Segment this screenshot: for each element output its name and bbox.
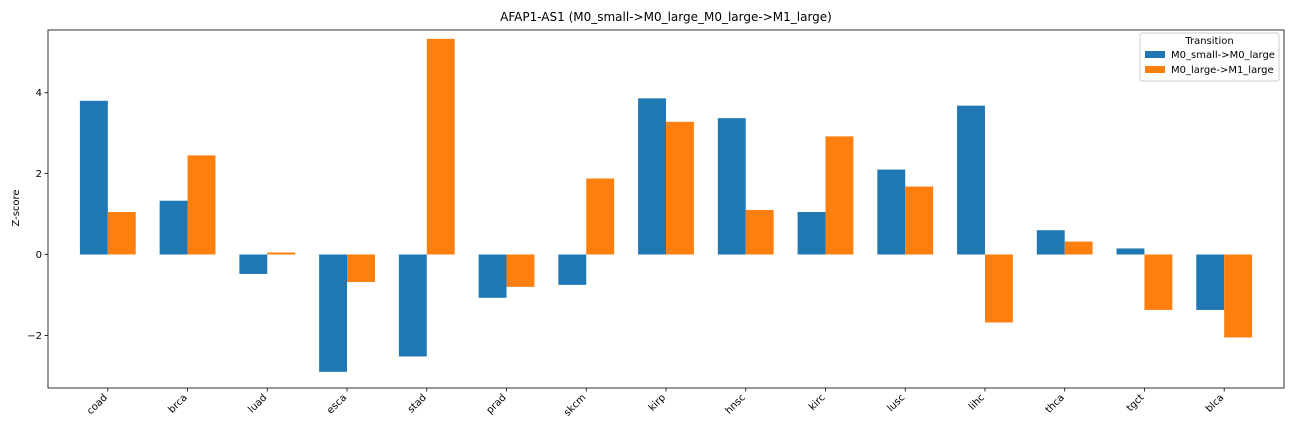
legend-swatch-1 xyxy=(1145,51,1165,58)
bar-brca-series-2 xyxy=(187,155,216,255)
x-tick-label-stad: stad xyxy=(406,392,429,415)
legend-swatch-2 xyxy=(1145,66,1165,73)
legend-label-2: M0_large->M1_large xyxy=(1171,65,1274,76)
bar-prad-series-1 xyxy=(478,254,507,298)
x-tick-label-kirp: kirp xyxy=(647,392,668,413)
x-tick-label-blca: blca xyxy=(1204,392,1226,414)
x-tick-label-skcm: skcm xyxy=(562,392,588,418)
x-tick-label-lihc: lihc xyxy=(967,392,987,412)
x-axis: coad brca luad esca stad prad skcm kirp hnsc kirc… xyxy=(85,388,1226,419)
bar-thca-series-1 xyxy=(1036,230,1065,255)
bar-kirc-series-2 xyxy=(825,136,854,255)
bar-kirc-series-1 xyxy=(797,212,826,255)
legend-title: Transition xyxy=(1184,36,1233,47)
plot-area xyxy=(47,29,1285,389)
x-tick-label-kirc: kirc xyxy=(807,392,827,412)
bar-coad-series-2 xyxy=(107,212,136,255)
bar-kirp-series-2 xyxy=(666,121,694,255)
y-tick-label: 4 xyxy=(36,88,42,99)
x-tick-label-prad: prad xyxy=(485,392,509,416)
x-tick-label-lusc: lusc xyxy=(886,392,908,414)
x-tick-label-coad: coad xyxy=(85,392,110,417)
y-tick-label: −2 xyxy=(27,331,42,342)
bar-tgct-series-2 xyxy=(1144,254,1173,310)
bar-coad-series-1 xyxy=(79,100,108,255)
y-axis: −2 0 2 4 xyxy=(27,88,48,342)
bar-lusc-series-2 xyxy=(905,186,934,255)
bar-blca-series-1 xyxy=(1196,254,1225,310)
bar-skcm-series-1 xyxy=(558,254,587,285)
bar-luad-series-1 xyxy=(239,254,268,274)
x-tick-label-thca: thca xyxy=(1044,392,1067,415)
chart-title: AFAP1-AS1 (M0_small->M0_large_M0_large->… xyxy=(500,10,832,24)
bar-stad-series-1 xyxy=(398,254,427,357)
bar-lihc-series-1 xyxy=(957,105,985,255)
bar-hnsc-series-2 xyxy=(745,210,774,255)
x-tick-label-esca: esca xyxy=(325,392,349,416)
bar-blca-series-2 xyxy=(1224,254,1253,338)
bar-tgct-series-1 xyxy=(1116,248,1145,255)
x-tick-label-brca: brca xyxy=(166,392,189,415)
bar-esca-series-2 xyxy=(347,254,375,283)
y-tick-label: 0 xyxy=(36,250,42,261)
bar-lusc-series-1 xyxy=(877,169,906,255)
x-tick-label-luad: luad xyxy=(246,392,269,415)
bar-thca-series-2 xyxy=(1064,241,1093,255)
bar-stad-series-2 xyxy=(426,38,455,255)
bar-esca-series-1 xyxy=(319,254,348,372)
bar-brca-series-1 xyxy=(159,200,188,255)
legend-label-1: M0_small->M0_large xyxy=(1171,50,1275,61)
y-tick-label: 2 xyxy=(36,169,42,180)
y-axis-label: Z-score xyxy=(11,189,22,226)
bar-kirp-series-1 xyxy=(638,98,666,255)
legend: Transition M0_small->M0_large M0_large->M1… xyxy=(1139,32,1280,82)
x-tick-label-hnsc: hnsc xyxy=(724,392,748,416)
x-tick-label-tgct: tgct xyxy=(1125,392,1147,414)
legend-box xyxy=(1139,32,1280,82)
bar-luad-series-2 xyxy=(267,252,296,255)
bar-prad-series-2 xyxy=(506,254,535,287)
bar-hnsc-series-1 xyxy=(717,118,746,255)
bar-skcm-series-2 xyxy=(586,178,615,255)
bar-lihc-series-2 xyxy=(984,254,1013,323)
